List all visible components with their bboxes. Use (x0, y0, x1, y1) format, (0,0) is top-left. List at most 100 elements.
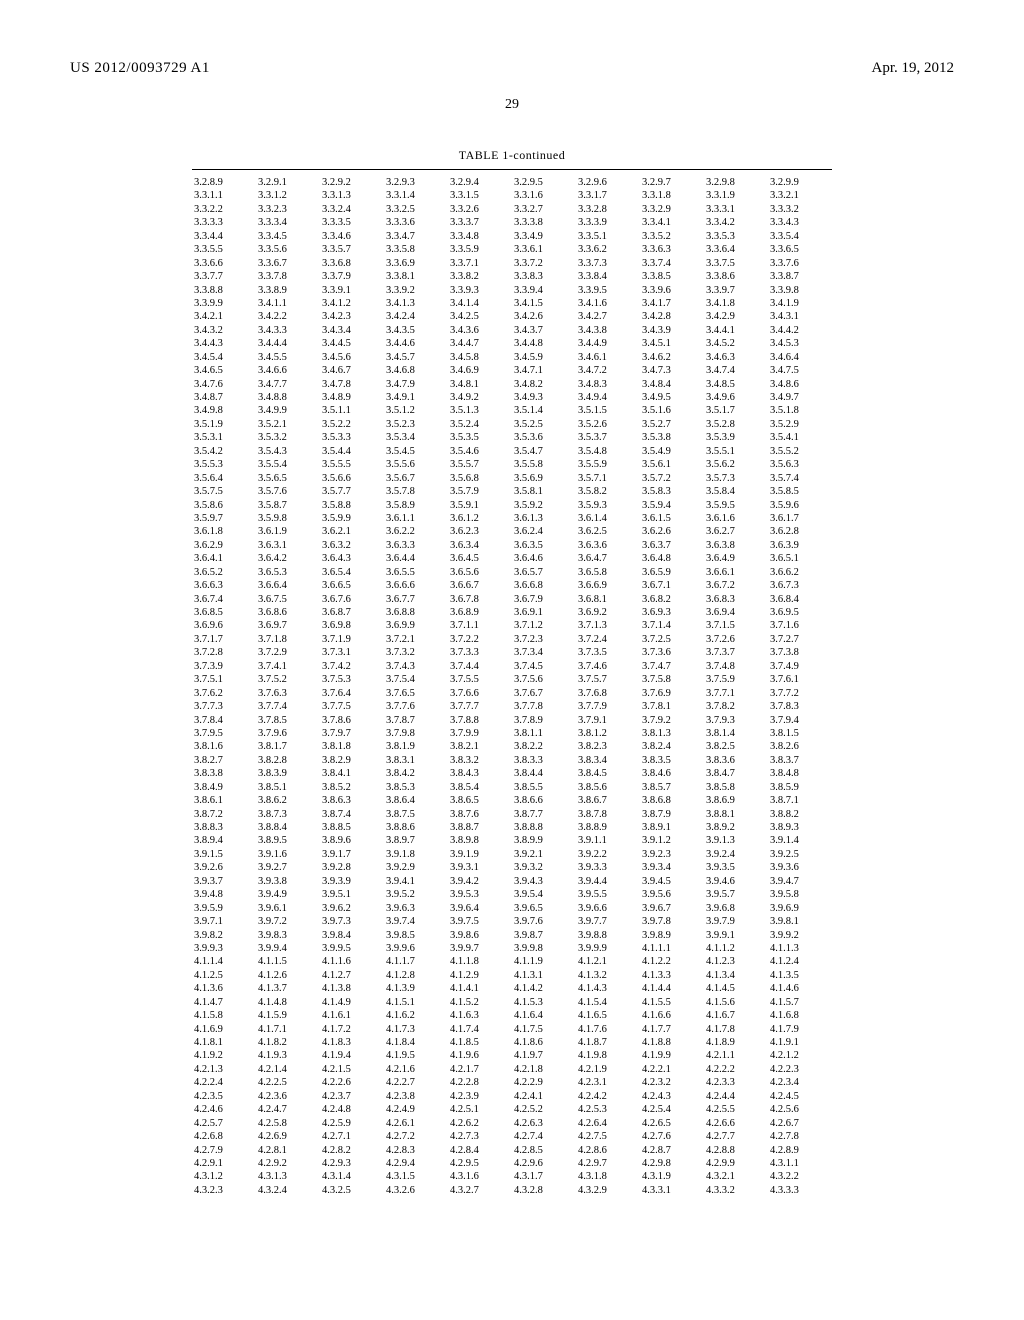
code-cell: 4.1.6.9 (192, 1023, 256, 1036)
code-cell: 3.8.6.1 (192, 794, 256, 807)
code-cell: 4.3.2.8 (512, 1184, 576, 1197)
code-cell: 4.1.2.3 (704, 955, 768, 968)
code-cell: 3.8.6.6 (512, 794, 576, 807)
code-cell: 3.7.8.2 (704, 700, 768, 713)
code-cell: 3.8.2.8 (256, 754, 320, 767)
code-cell: 3.7.3.7 (704, 646, 768, 659)
code-cell: 3.6.4.5 (448, 552, 512, 565)
code-cell: 3.3.4.9 (512, 230, 576, 243)
code-cell: 3.8.5.8 (704, 781, 768, 794)
code-cell: 3.4.5.9 (512, 351, 576, 364)
code-cell: 3.4.3.7 (512, 324, 576, 337)
code-cell: 3.5.7.8 (384, 485, 448, 498)
code-cell: 3.4.3.4 (320, 324, 384, 337)
code-cell: 4.1.5.5 (640, 996, 704, 1009)
code-cell: 3.6.1.6 (704, 512, 768, 525)
table-row: 3.8.7.23.8.7.33.8.7.43.8.7.53.8.7.63.8.7… (192, 808, 832, 821)
code-cell: 3.3.5.6 (256, 243, 320, 256)
code-cell: 4.2.3.4 (768, 1076, 832, 1089)
code-cell: 3.8.8.3 (192, 821, 256, 834)
code-cell: 4.1.5.1 (384, 996, 448, 1009)
code-cell: 3.9.8.3 (256, 929, 320, 942)
code-cell: 3.7.6.8 (576, 687, 640, 700)
code-cell: 3.3.8.5 (640, 270, 704, 283)
code-cell: 3.7.9.5 (192, 727, 256, 740)
code-cell: 4.2.5.7 (192, 1117, 256, 1130)
code-cell: 3.3.9.1 (320, 284, 384, 297)
code-cell: 3.5.4.5 (384, 445, 448, 458)
code-cell: 4.2.2.9 (512, 1076, 576, 1089)
code-cell: 4.1.2.2 (640, 955, 704, 968)
code-cell: 3.7.4.3 (384, 660, 448, 673)
code-cell: 3.6.4.8 (640, 552, 704, 565)
code-cell: 3.5.9.7 (192, 512, 256, 525)
code-cell: 3.3.8.8 (192, 284, 256, 297)
code-cell: 4.3.1.4 (320, 1170, 384, 1183)
table-row: 3.5.5.33.5.5.43.5.5.53.5.5.63.5.5.73.5.5… (192, 458, 832, 471)
code-cell: 3.9.5.2 (384, 888, 448, 901)
code-cell: 3.8.3.6 (704, 754, 768, 767)
code-cell: 4.1.5.2 (448, 996, 512, 1009)
code-cell: 4.3.2.1 (704, 1170, 768, 1183)
code-cell: 3.3.3.3 (192, 216, 256, 229)
code-cell: 3.9.3.2 (512, 861, 576, 874)
code-cell: 3.8.6.3 (320, 794, 384, 807)
code-cell: 3.3.6.5 (768, 243, 832, 256)
code-cell: 4.3.2.4 (256, 1184, 320, 1197)
code-cell: 3.9.1.2 (640, 834, 704, 847)
code-cell: 3.7.8.1 (640, 700, 704, 713)
code-cell: 3.9.5.8 (768, 888, 832, 901)
code-cell: 3.3.7.1 (448, 257, 512, 270)
code-cell: 3.5.8.4 (704, 485, 768, 498)
code-cell: 4.1.9.9 (640, 1049, 704, 1062)
code-cell: 4.1.6.8 (768, 1009, 832, 1022)
code-cell: 3.8.9.1 (640, 821, 704, 834)
code-cell: 4.2.9.1 (192, 1157, 256, 1170)
code-cell: 3.9.4.3 (512, 875, 576, 888)
code-cell: 3.5.6.3 (768, 458, 832, 471)
code-cell: 3.9.3.1 (448, 861, 512, 874)
code-cell: 3.6.4.4 (384, 552, 448, 565)
code-cell: 4.2.5.6 (768, 1103, 832, 1116)
code-cell: 3.3.6.8 (320, 257, 384, 270)
code-cell: 3.4.6.1 (576, 351, 640, 364)
code-cell: 3.7.6.4 (320, 687, 384, 700)
code-cell: 3.9.9.7 (448, 942, 512, 955)
code-cell: 3.3.1.7 (576, 189, 640, 202)
code-cell: 4.2.6.8 (192, 1130, 256, 1143)
code-cell: 3.7.4.8 (704, 660, 768, 673)
code-cell: 4.1.7.3 (384, 1023, 448, 1036)
code-cell: 3.8.6.9 (704, 794, 768, 807)
code-cell: 3.9.3.6 (768, 861, 832, 874)
code-cell: 3.6.1.9 (256, 525, 320, 538)
table-row: 3.9.9.33.9.9.43.9.9.53.9.9.63.9.9.73.9.9… (192, 942, 832, 955)
code-cell: 3.5.7.5 (192, 485, 256, 498)
code-cell: 3.9.1.5 (192, 848, 256, 861)
code-cell: 3.8.3.4 (576, 754, 640, 767)
code-cell: 3.9.7.8 (640, 915, 704, 928)
table-row: 3.2.8.93.2.9.13.2.9.23.2.9.33.2.9.43.2.9… (192, 176, 832, 189)
table-row: 4.1.9.24.1.9.34.1.9.44.1.9.54.1.9.64.1.9… (192, 1049, 832, 1062)
code-cell: 3.8.5.9 (768, 781, 832, 794)
code-cell: 3.3.5.3 (704, 230, 768, 243)
code-cell: 3.5.8.7 (256, 499, 320, 512)
code-cell: 3.7.3.1 (320, 646, 384, 659)
table-row: 3.9.3.73.9.3.83.9.3.93.9.4.13.9.4.23.9.4… (192, 875, 832, 888)
code-cell: 4.1.5.7 (768, 996, 832, 1009)
code-cell: 3.5.9.4 (640, 499, 704, 512)
code-cell: 3.9.7.7 (576, 915, 640, 928)
code-cell: 3.9.5.9 (192, 902, 256, 915)
code-cell: 3.9.2.5 (768, 848, 832, 861)
table-row: 3.8.4.93.8.5.13.8.5.23.8.5.33.8.5.43.8.5… (192, 781, 832, 794)
table-row: 3.3.9.93.4.1.13.4.1.23.4.1.33.4.1.43.4.1… (192, 297, 832, 310)
code-cell: 4.2.6.4 (576, 1117, 640, 1130)
code-cell: 3.6.8.2 (640, 593, 704, 606)
code-cell: 3.8.1.5 (768, 727, 832, 740)
code-cell: 3.7.3.5 (576, 646, 640, 659)
code-cell: 3.6.4.6 (512, 552, 576, 565)
code-cell: 4.1.2.4 (768, 955, 832, 968)
code-cell: 3.8.1.2 (576, 727, 640, 740)
code-cell: 4.2.7.1 (320, 1130, 384, 1143)
code-cell: 3.6.5.6 (448, 566, 512, 579)
code-cell: 3.3.7.2 (512, 257, 576, 270)
